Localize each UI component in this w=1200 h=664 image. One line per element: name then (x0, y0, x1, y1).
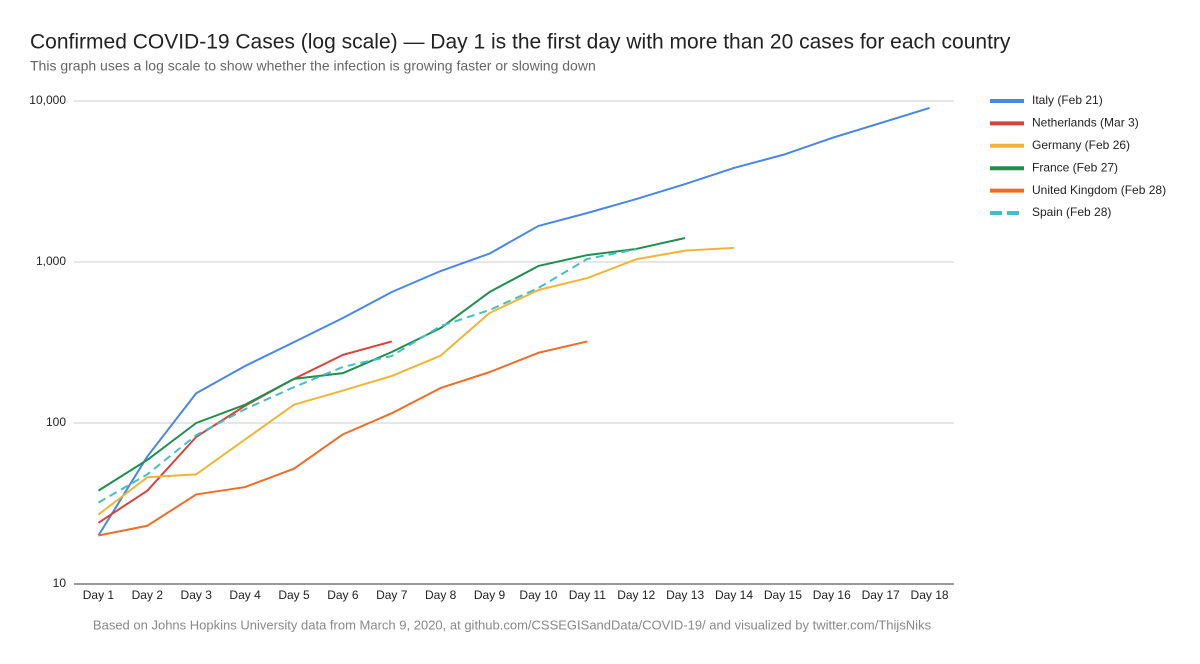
legend-label: Spain (Feb 28) (1032, 205, 1111, 219)
x-tick-label: Day 3 (181, 588, 213, 602)
x-tick-label: Day 10 (519, 588, 557, 602)
y-tick-label: 100 (46, 415, 66, 429)
x-tick-label: Day 14 (715, 588, 753, 602)
series-line (98, 340, 588, 537)
legend-label: France (Feb 27) (1032, 160, 1118, 174)
chart-subtitle: This graph uses a log scale to show whet… (30, 58, 596, 74)
x-tick-label: Day 5 (278, 588, 310, 602)
legend-label: Netherlands (Mar 3) (1032, 116, 1139, 130)
x-tick-label: Day 2 (132, 588, 164, 602)
legend-label: Germany (Feb 26) (1032, 138, 1130, 152)
x-tick-label: Day 7 (376, 588, 408, 602)
x-tick-label: Day 6 (327, 588, 359, 602)
x-tick-label: Day 18 (911, 588, 949, 602)
x-tick-label: Day 9 (474, 588, 506, 602)
x-tick-label: Day 13 (666, 588, 704, 602)
x-tick-label: Day 12 (617, 588, 655, 602)
y-tick-label: 1,000 (36, 254, 66, 268)
x-tick-label: Day 8 (425, 588, 457, 602)
y-tick-label: 10,000 (29, 93, 66, 107)
series-line (97, 246, 735, 516)
series-line (97, 107, 930, 537)
x-tick-label: Day 4 (229, 588, 261, 602)
x-tick-label: Day 1 (83, 588, 115, 602)
y-tick-label: 10 (53, 576, 67, 590)
legend-label: United Kingdom (Feb 28) (1032, 183, 1166, 197)
x-tick-label: Day 11 (569, 588, 606, 602)
legend-label: Italy (Feb 21) (1032, 93, 1103, 107)
x-tick-label: Day 16 (813, 588, 851, 602)
footnote: Based on Johns Hopkins University data f… (93, 617, 932, 632)
x-tick-label: Day 17 (862, 588, 900, 602)
series-line (97, 340, 393, 524)
series-line (97, 237, 686, 492)
series-line (97, 248, 637, 504)
chart-title: Confirmed COVID-19 Cases (log scale) — D… (30, 31, 1011, 54)
x-tick-label: Day 15 (764, 588, 802, 602)
